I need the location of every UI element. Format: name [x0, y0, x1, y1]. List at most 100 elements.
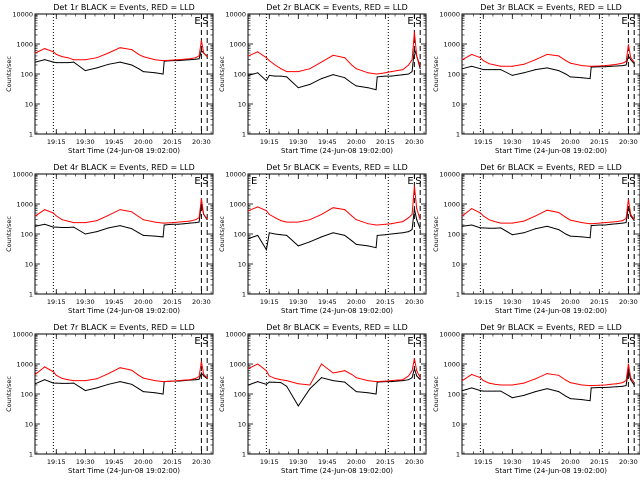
lld-series-point — [535, 59, 537, 61]
y-tick-label: 10000 — [225, 11, 246, 19]
lld-series-point — [622, 220, 624, 222]
y-tick-label: 1000 — [16, 201, 33, 209]
lld-series-point — [630, 377, 632, 379]
events-series-point — [411, 229, 413, 231]
lld-series-point — [142, 56, 144, 58]
x-tick-label: 20:15 — [163, 138, 182, 146]
lld-series-point — [206, 377, 208, 379]
events-series-point — [500, 390, 502, 392]
lld-series-point — [73, 380, 75, 382]
events-series-point — [471, 387, 473, 389]
events-series-point — [138, 68, 140, 70]
lld-series-point — [189, 220, 191, 222]
events-series-point — [482, 227, 484, 229]
events-series-point — [321, 377, 323, 379]
events-series-point — [589, 237, 591, 239]
lld-series-point — [494, 383, 496, 385]
lld-series-point — [154, 380, 156, 382]
events-series-point — [286, 385, 288, 387]
events-series — [35, 203, 208, 238]
lld-series-point — [206, 218, 208, 220]
lld-series-point — [84, 380, 86, 382]
events-series-point — [108, 227, 110, 229]
events-series-point — [108, 383, 110, 385]
lld-series-point — [55, 215, 57, 217]
lld-series — [248, 32, 421, 75]
events-series-point — [622, 222, 624, 224]
x-tick-label: 20:30 — [192, 458, 211, 466]
events-series-point — [138, 232, 140, 234]
x-axis-label: Start Time (24-Jun-08 19:02:00) — [495, 147, 607, 155]
lld-series-point — [546, 53, 548, 55]
y-tick-label: 10000 — [439, 171, 460, 179]
y-tick-label: 1 — [29, 451, 33, 459]
lld-series — [248, 185, 421, 226]
y-axis-label: Counts/sec — [5, 216, 13, 252]
lld-series-point — [616, 63, 618, 65]
events-series-point — [500, 227, 502, 229]
y-tick-label: 100 — [234, 71, 246, 79]
events-series-point — [565, 233, 567, 235]
lld-series-point — [154, 221, 156, 223]
lld-series-point — [367, 72, 369, 74]
lld-series-point — [376, 224, 378, 226]
lld-series — [462, 44, 635, 67]
flag-label-s: S — [202, 176, 208, 187]
events-series-point — [604, 224, 606, 226]
y-tick-label: 1000 — [229, 41, 246, 49]
x-tick-label: 19:15 — [47, 298, 66, 306]
lld-series-point — [416, 208, 418, 210]
lld-series-point — [177, 59, 179, 61]
x-tick-label: 20:30 — [619, 458, 638, 466]
lld-series-point — [461, 59, 463, 61]
x-tick-label: 19:15 — [47, 458, 66, 466]
events-series-point — [297, 405, 299, 407]
plot-frame — [247, 333, 427, 455]
lld-series-point — [195, 219, 197, 221]
lld-series-point — [344, 209, 346, 211]
lld-series-point — [355, 219, 357, 221]
x-tick-label: 19:45 — [318, 458, 337, 466]
events-series-point — [162, 73, 164, 75]
events-series-point — [321, 78, 323, 80]
lld-series-point — [73, 59, 75, 61]
lld-series-point — [286, 380, 288, 382]
lld-series — [248, 358, 421, 386]
lld-series-point — [627, 363, 629, 365]
events-series-point — [482, 69, 484, 71]
events-series-point — [297, 245, 299, 247]
lld-series-point — [351, 64, 353, 66]
events-series-point — [84, 70, 86, 72]
x-tick-label: 19:45 — [532, 138, 551, 146]
lld-series-point — [67, 379, 69, 381]
lld-series-point — [461, 215, 463, 217]
lld-series-point — [265, 370, 267, 372]
events-series-point — [351, 387, 353, 389]
lld-series-point — [171, 222, 173, 224]
x-tick-label: 20:15 — [376, 138, 395, 146]
lld-series-point — [627, 44, 629, 46]
y-tick-label: 100 — [448, 71, 460, 79]
events-series-point — [390, 381, 392, 383]
events-series-point — [630, 379, 632, 381]
lld-series-point — [268, 213, 270, 215]
events-series — [248, 208, 421, 252]
lld-series-point — [61, 377, 63, 379]
y-tick-label: 1 — [29, 291, 33, 299]
events-series-point — [206, 378, 208, 380]
lld-series-point — [200, 198, 202, 200]
lld-series-point — [482, 380, 484, 382]
events-series-point — [274, 75, 276, 77]
x-tick-label: 20:30 — [405, 298, 424, 306]
lld-series-point — [206, 56, 208, 58]
events-series-point — [55, 226, 57, 228]
events-series-point — [280, 382, 282, 384]
lld-series — [35, 40, 208, 62]
events-series-point — [44, 379, 46, 381]
flag-label-e: E — [407, 336, 413, 347]
events-series-point — [396, 232, 398, 234]
events-series-point — [461, 225, 463, 227]
events-series-point — [183, 223, 185, 225]
x-tick-label: 20:00 — [561, 138, 580, 146]
y-axis-label: Counts/sec — [432, 216, 440, 252]
